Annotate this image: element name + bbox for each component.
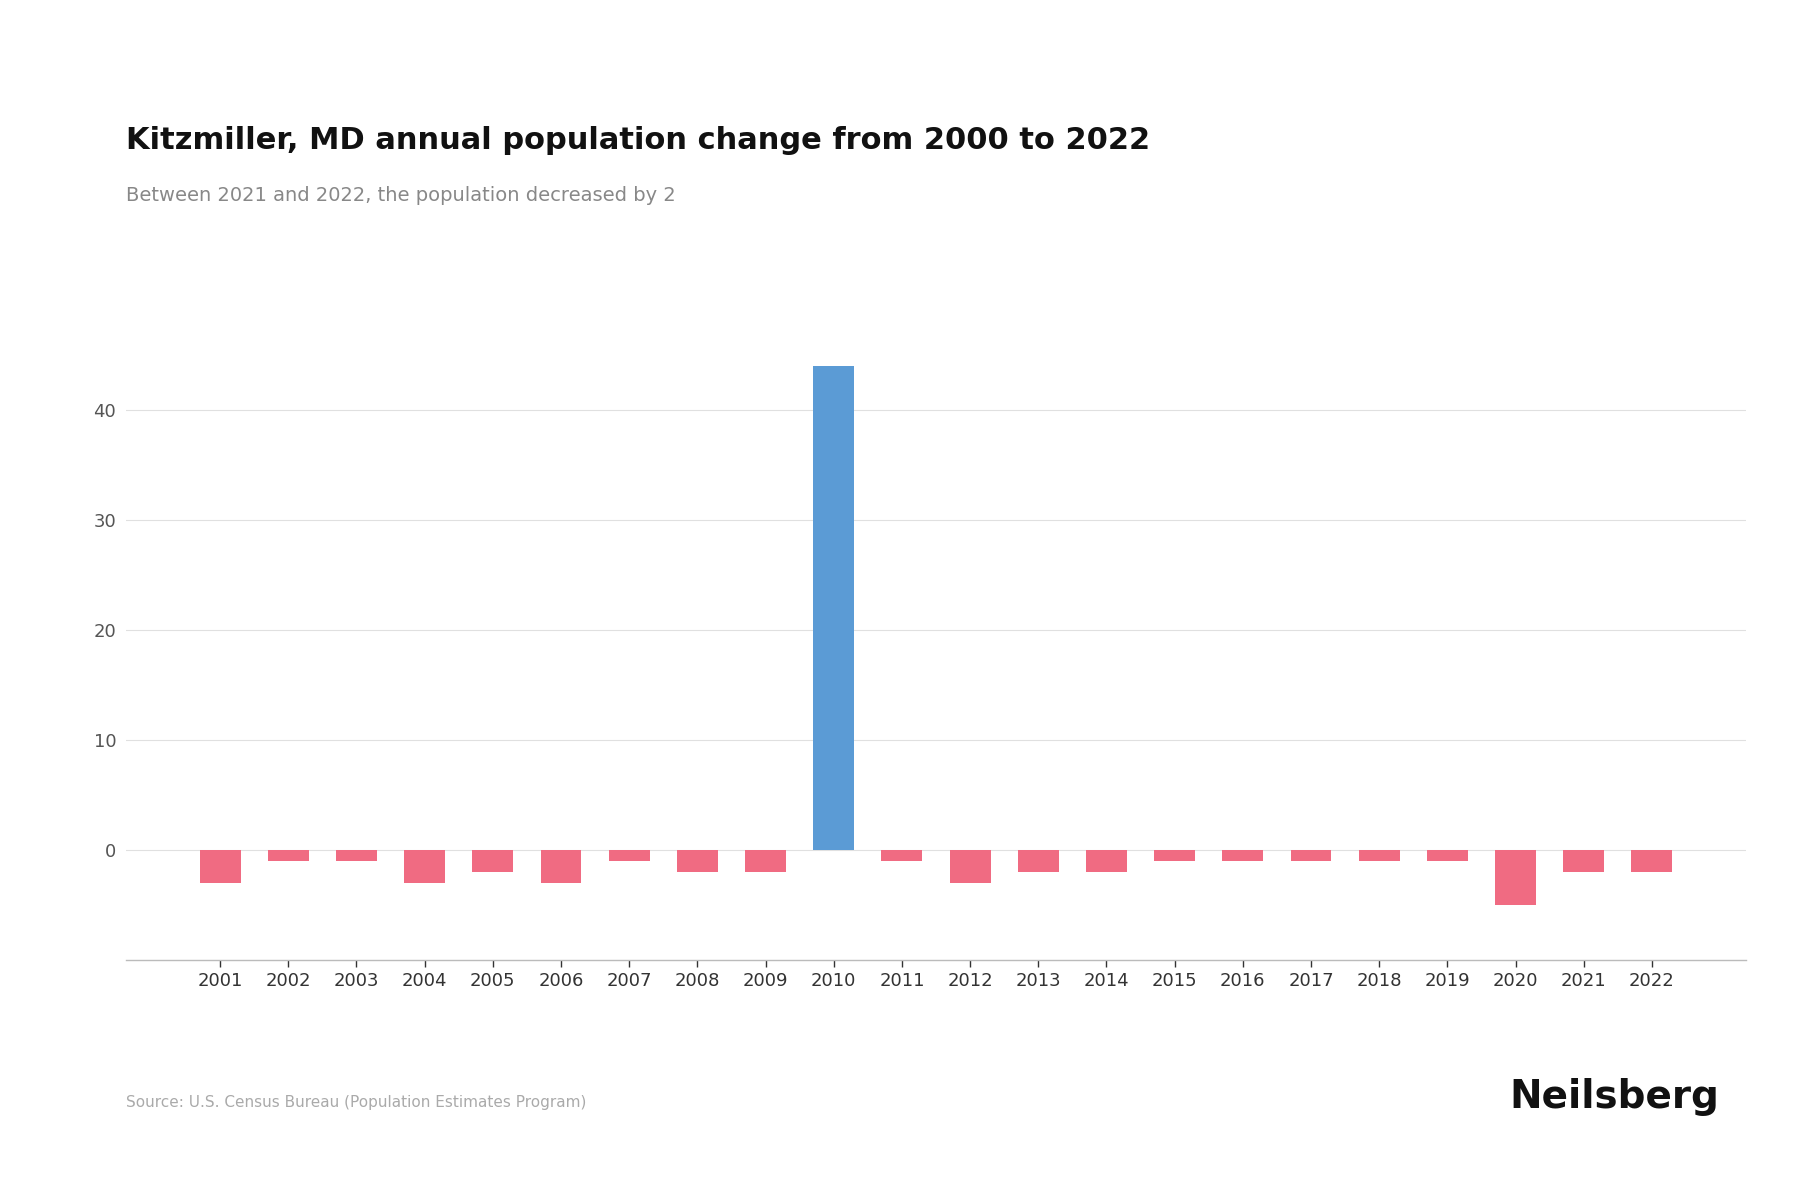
Bar — [337, 850, 376, 862]
Bar — [1085, 850, 1127, 872]
Bar — [608, 850, 650, 862]
Bar — [268, 850, 310, 862]
Bar — [745, 850, 787, 872]
Bar — [677, 850, 718, 872]
Bar — [1359, 850, 1400, 862]
Bar — [1154, 850, 1195, 862]
Text: Between 2021 and 2022, the population decreased by 2: Between 2021 and 2022, the population de… — [126, 186, 675, 205]
Bar — [814, 366, 855, 850]
Bar — [1427, 850, 1467, 862]
Bar — [950, 850, 990, 883]
Bar — [200, 850, 241, 883]
Bar — [472, 850, 513, 872]
Text: Neilsberg: Neilsberg — [1508, 1078, 1719, 1116]
Bar — [540, 850, 581, 883]
Text: Source: U.S. Census Bureau (Population Estimates Program): Source: U.S. Census Bureau (Population E… — [126, 1094, 587, 1110]
Bar — [1222, 850, 1264, 862]
Bar — [882, 850, 922, 862]
Bar — [405, 850, 445, 883]
Bar — [1017, 850, 1058, 872]
Bar — [1562, 850, 1604, 872]
Bar — [1631, 850, 1672, 872]
Bar — [1496, 850, 1535, 905]
Text: Kitzmiller, MD annual population change from 2000 to 2022: Kitzmiller, MD annual population change … — [126, 126, 1150, 155]
Bar — [1291, 850, 1332, 862]
